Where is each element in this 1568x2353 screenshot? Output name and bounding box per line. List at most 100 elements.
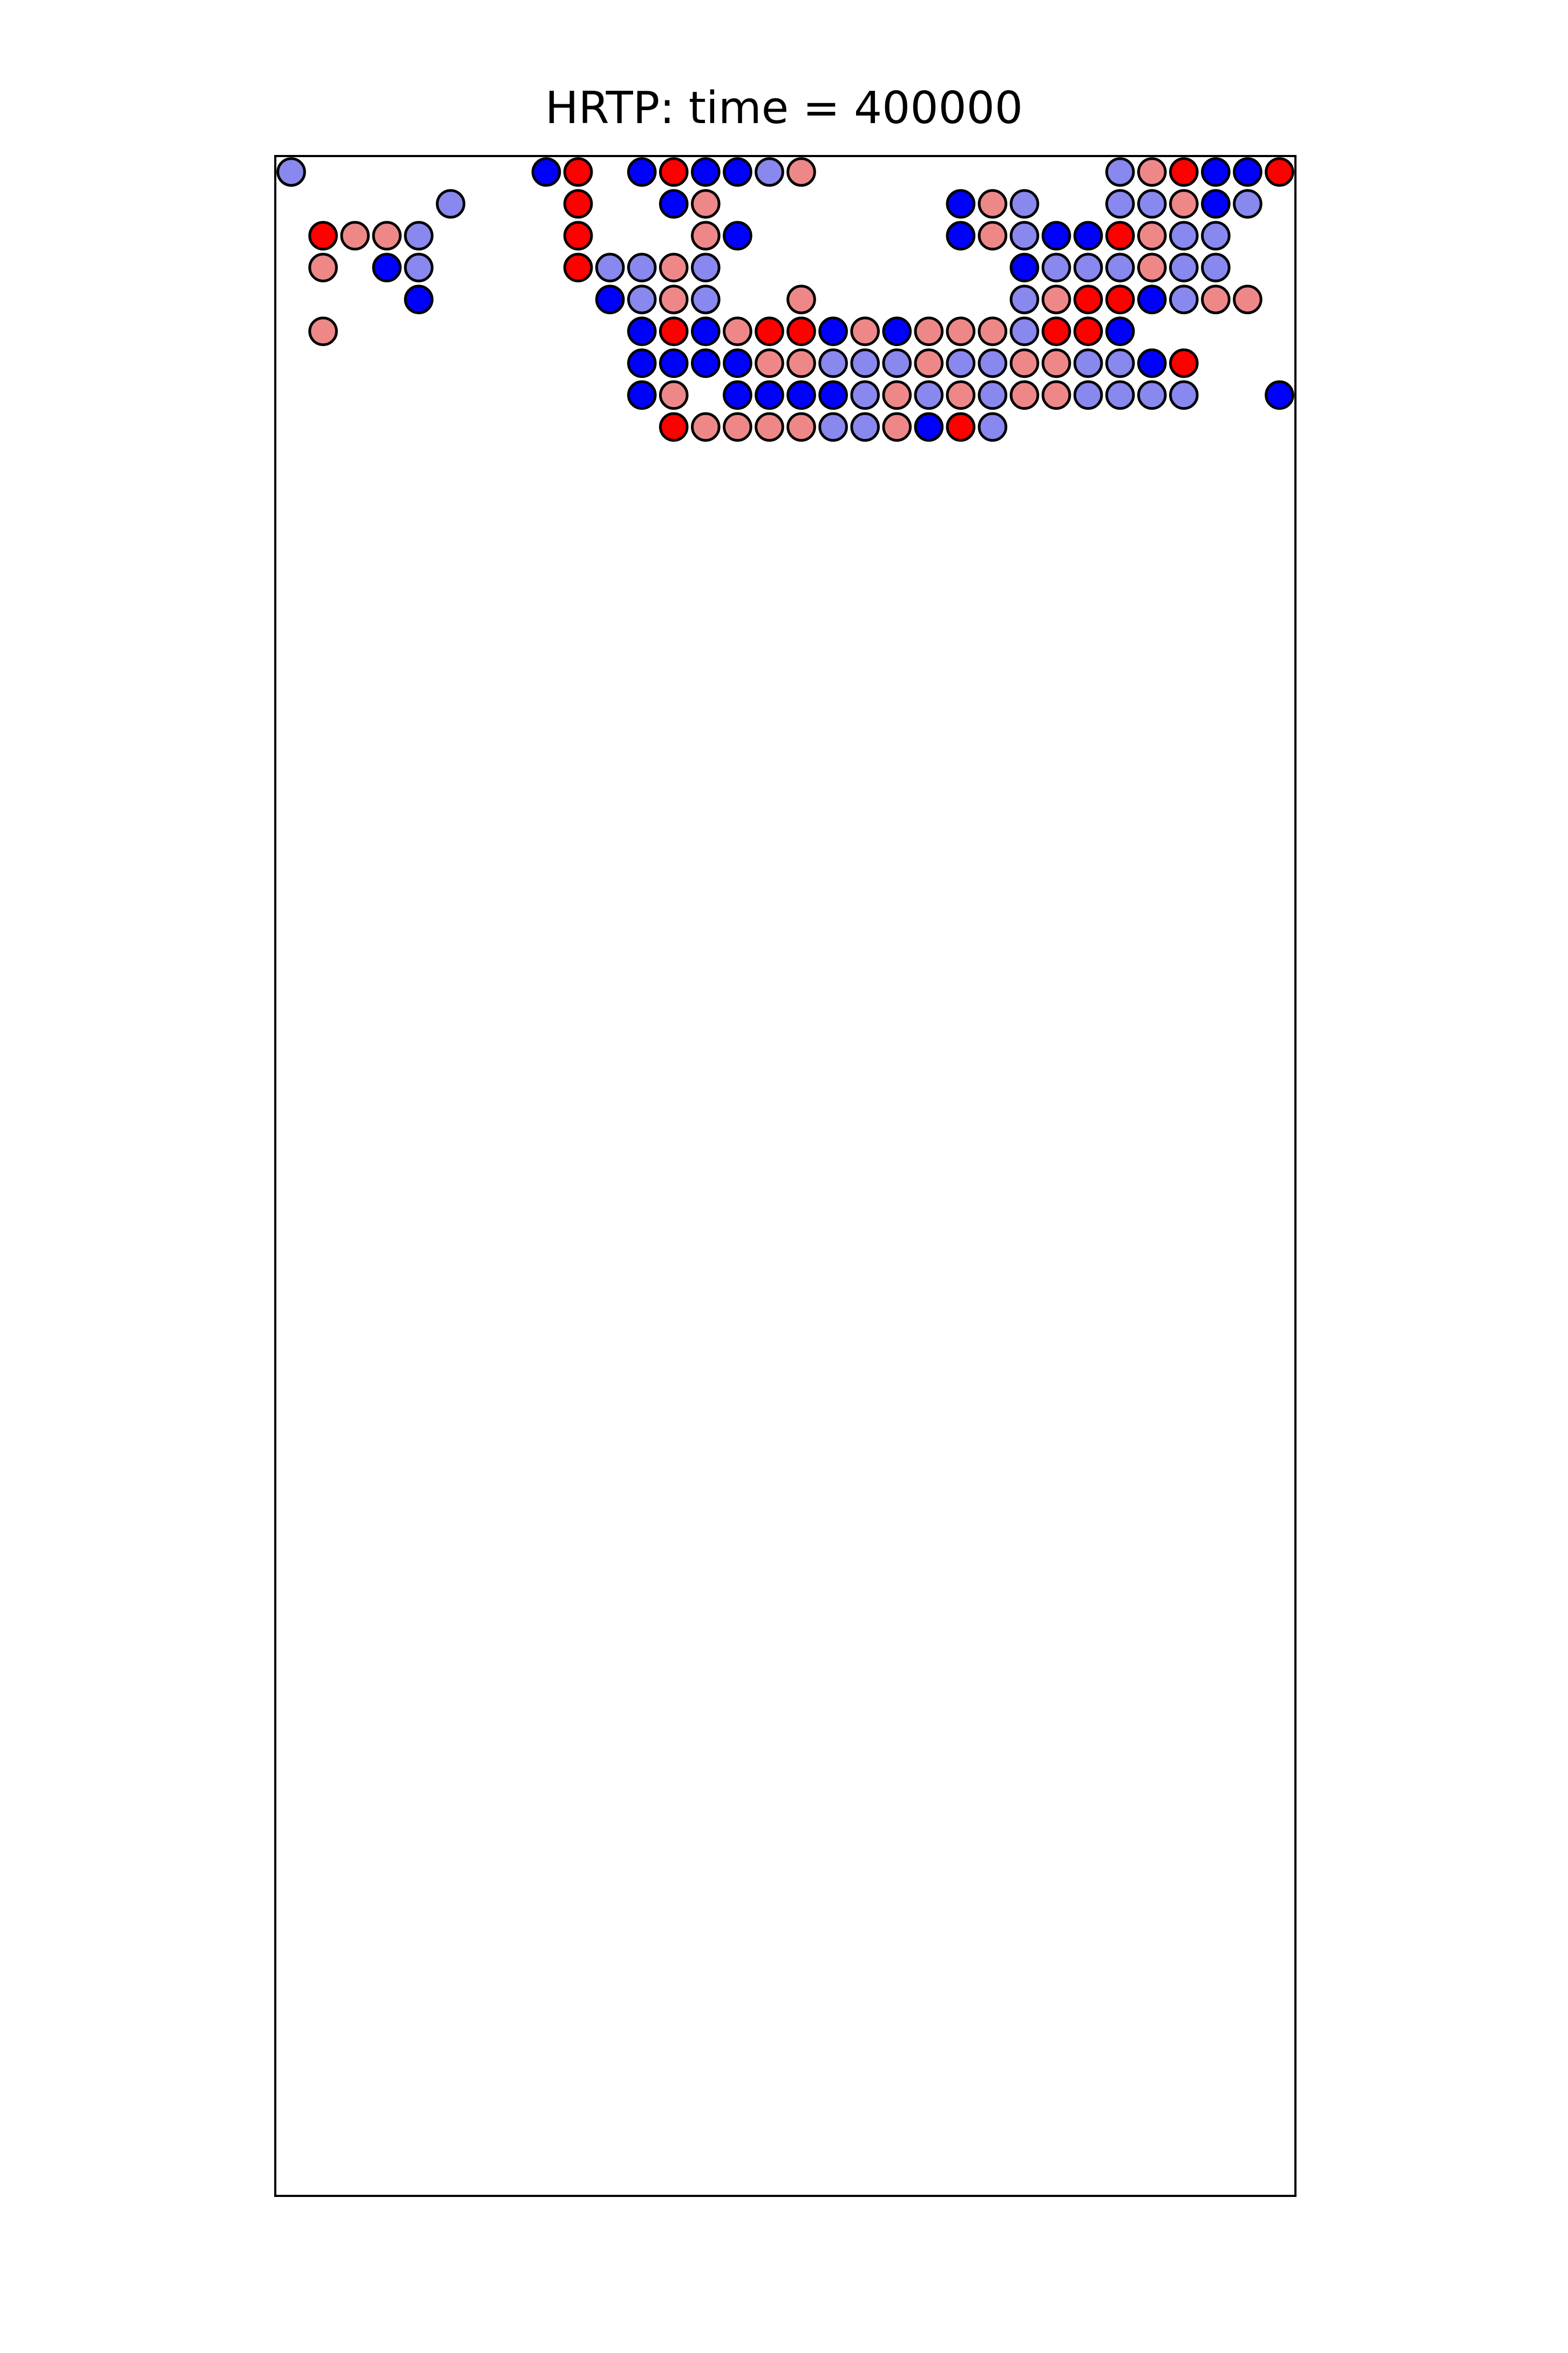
- particle-marker: [691, 253, 721, 282]
- particle-marker: [1073, 221, 1103, 251]
- particle-marker: [404, 253, 434, 282]
- particle-marker: [436, 189, 466, 219]
- particle-marker: [882, 348, 912, 378]
- particle-marker: [946, 221, 976, 251]
- particle-marker: [1137, 348, 1167, 378]
- particle-marker: [818, 348, 848, 378]
- particle-marker: [627, 253, 657, 282]
- particle-marker: [308, 253, 338, 282]
- particle-marker: [563, 221, 593, 251]
- particle-marker: [1105, 348, 1135, 378]
- particle-marker: [308, 221, 338, 251]
- particle-marker: [372, 253, 402, 282]
- particle-marker: [404, 285, 434, 314]
- particle-marker: [850, 412, 880, 442]
- particle-marker: [1105, 380, 1135, 410]
- particle-marker: [1201, 221, 1231, 251]
- particle-marker: [755, 316, 784, 346]
- particle-marker: [659, 253, 689, 282]
- particle-marker: [1041, 348, 1071, 378]
- particle-marker: [1009, 189, 1040, 219]
- particle-marker: [659, 285, 689, 314]
- particle-markers: [276, 157, 1294, 442]
- axes-frame: [274, 155, 1297, 2197]
- particle-marker: [1137, 253, 1167, 282]
- particle-marker: [1169, 189, 1199, 219]
- particle-marker: [755, 412, 784, 442]
- particle-marker: [659, 380, 689, 410]
- particle-marker: [659, 348, 689, 378]
- particle-marker: [1009, 253, 1040, 282]
- particle-marker: [978, 189, 1008, 219]
- particle-marker: [978, 348, 1008, 378]
- particle-marker: [1137, 221, 1167, 251]
- particle-marker: [723, 348, 752, 378]
- particle-marker: [978, 221, 1008, 251]
- particle-marker: [627, 157, 657, 187]
- particle-marker: [659, 189, 689, 219]
- particle-marker: [340, 221, 370, 251]
- particle-marker: [723, 316, 752, 346]
- particle-marker: [1073, 285, 1103, 314]
- particle-marker: [850, 380, 880, 410]
- particle-marker: [1073, 316, 1103, 346]
- particle-marker: [1009, 380, 1040, 410]
- particle-marker: [531, 157, 561, 187]
- particle-marker: [563, 189, 593, 219]
- chart-title: HRTP: time = 400000: [545, 83, 1023, 134]
- particle-marker: [1169, 221, 1199, 251]
- particle-marker: [1265, 157, 1294, 187]
- particle-marker: [882, 316, 912, 346]
- particle-marker: [1041, 253, 1071, 282]
- particle-marker: [1009, 285, 1040, 314]
- particle-marker: [1137, 380, 1167, 410]
- particle-marker: [1169, 285, 1199, 314]
- particle-marker: [308, 316, 338, 346]
- particle-marker: [691, 189, 721, 219]
- particle-marker: [1105, 316, 1135, 346]
- particle-marker: [1169, 380, 1199, 410]
- particle-marker: [1169, 253, 1199, 282]
- particle-marker: [627, 316, 657, 346]
- particle-marker: [627, 348, 657, 378]
- particle-marker: [659, 412, 689, 442]
- particle-marker: [786, 285, 816, 314]
- particle-marker: [1265, 380, 1294, 410]
- particle-marker: [1105, 285, 1135, 314]
- particle-marker: [1073, 348, 1103, 378]
- particle-marker: [1201, 157, 1231, 187]
- particle-marker: [563, 253, 593, 282]
- particle-marker: [691, 316, 721, 346]
- particle-marker: [946, 412, 976, 442]
- particle-marker: [914, 316, 944, 346]
- particle-marker: [659, 316, 689, 346]
- particle-marker: [818, 412, 848, 442]
- particle-marker: [1009, 316, 1040, 346]
- particle-marker: [1169, 348, 1199, 378]
- particle-marker: [946, 380, 976, 410]
- particle-marker: [882, 412, 912, 442]
- particle-marker: [1233, 189, 1262, 219]
- particle-marker: [723, 157, 752, 187]
- particle-marker: [1105, 157, 1135, 187]
- particle-marker: [723, 380, 752, 410]
- particle-marker: [786, 412, 816, 442]
- particle-marker: [723, 412, 752, 442]
- particle-marker: [946, 348, 976, 378]
- particle-marker: [1137, 285, 1167, 314]
- particle-marker: [1233, 285, 1262, 314]
- particle-marker: [1041, 380, 1071, 410]
- particle-marker: [1009, 221, 1040, 251]
- particle-marker: [1073, 253, 1103, 282]
- particle-marker: [1041, 316, 1071, 346]
- particle-marker: [1233, 157, 1262, 187]
- particle-marker: [404, 221, 434, 251]
- particle-marker: [276, 157, 306, 187]
- particle-marker: [818, 380, 848, 410]
- particle-marker: [691, 412, 721, 442]
- particle-marker: [595, 285, 625, 314]
- particle-marker: [914, 412, 944, 442]
- particle-marker: [786, 157, 816, 187]
- particle-marker: [659, 157, 689, 187]
